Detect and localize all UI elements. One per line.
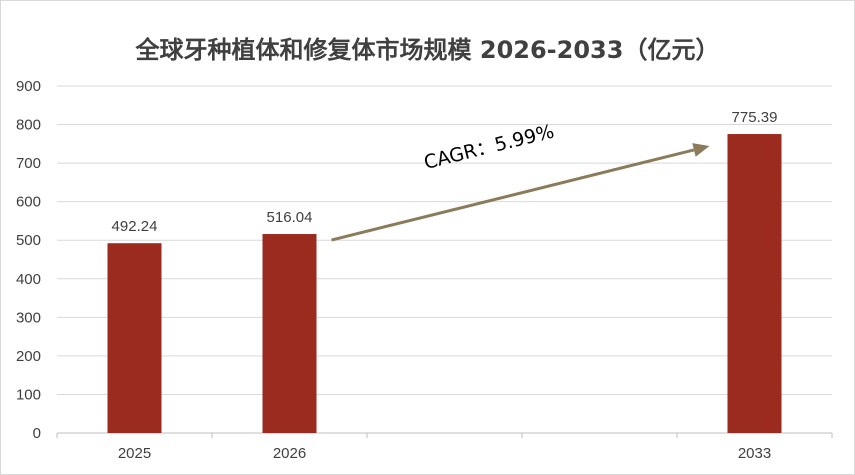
bar <box>727 134 782 434</box>
bar <box>107 243 162 433</box>
y-tick-label: 100 <box>16 386 41 403</box>
y-tick-label: 600 <box>16 194 41 211</box>
x-tick-label: 2033 <box>738 445 771 462</box>
chart-title: 全球牙种植体和修复体市场规模 2026-2033（亿元） <box>135 36 720 64</box>
bars <box>107 134 782 434</box>
x-tick-label: 2025 <box>118 445 151 462</box>
x-axis: 2025 2026 2033 <box>56 432 833 462</box>
cagr-label: CAGR：5.99% <box>422 120 557 173</box>
cagr-annotation: CAGR：5.99% <box>331 120 710 242</box>
y-tick-label: 500 <box>16 232 41 249</box>
data-label: 516.04 <box>267 209 313 226</box>
cagr-arrow-head <box>692 143 710 157</box>
data-label: 775.39 <box>732 109 778 126</box>
gridlines <box>57 85 832 395</box>
x-tick-label: 2026 <box>273 445 306 462</box>
y-axis-ticks: 0 100 200 300 400 500 600 700 800 900 <box>16 78 41 442</box>
data-labels: 492.24 516.04 775.39 <box>112 109 778 235</box>
data-label: 492.24 <box>112 218 158 235</box>
y-tick-label: 900 <box>16 78 41 95</box>
y-tick-label: 700 <box>16 155 41 172</box>
y-tick-label: 200 <box>16 348 41 365</box>
y-tick-label: 300 <box>16 309 41 326</box>
cagr-arrow-line <box>331 148 695 242</box>
y-tick-label: 0 <box>33 425 41 442</box>
y-tick-label: 800 <box>16 117 41 134</box>
y-tick-label: 400 <box>16 271 41 288</box>
bar <box>262 234 317 433</box>
